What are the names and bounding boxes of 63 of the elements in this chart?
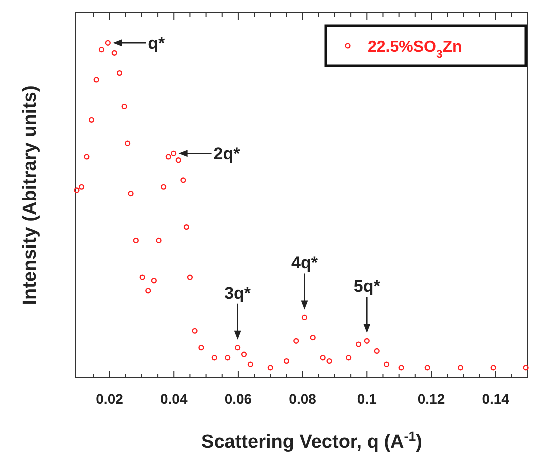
x-tick-label: 0.12 [418,391,446,407]
point [310,335,316,341]
point [384,362,390,368]
point [180,178,186,184]
point [128,191,134,197]
point [326,358,332,364]
y-axis-title: Intensity (Abitrary units) [20,86,41,306]
point [302,314,308,321]
point [105,40,111,46]
x-tick-label: 0.02 [96,391,124,407]
point [364,338,370,344]
point [156,238,162,244]
point [98,47,105,53]
point [490,365,496,371]
x-tick-label: 0.08 [289,391,317,407]
annotation: 3q* [224,284,252,303]
point [124,140,131,146]
point [84,154,90,160]
point [346,355,352,361]
point [294,338,300,344]
point [248,362,254,368]
point [192,328,198,334]
point [356,342,362,348]
point [212,355,218,361]
point [284,358,290,364]
annotation: 4q* [292,254,318,273]
annotation: 5q* [354,277,381,296]
point [184,224,190,230]
x-tick-label: 0.14 [482,391,510,407]
point [424,365,430,371]
point [320,355,326,361]
x-tick-label: 0.04 [160,391,188,407]
point [225,355,231,361]
x-tick-label: 0.1 [357,391,378,407]
point [398,365,404,371]
point [112,50,118,56]
point [235,345,241,351]
point [187,274,194,280]
point [171,150,177,156]
annotation: q* [148,34,166,54]
point [151,278,157,284]
point [94,77,100,83]
point [458,365,464,371]
point [161,184,167,190]
legend-label: 22.5%SO$_{3}$Zn [368,39,462,61]
point [74,188,80,194]
x-axis-title: Scattering Vector, q (A$^{-1}$) [202,428,422,453]
point [133,238,139,244]
point [78,184,85,190]
point [122,104,128,110]
point [140,274,146,280]
point [176,158,182,164]
x-tick-label: 0.06 [224,391,252,407]
point [166,154,172,160]
point [198,345,204,351]
point [268,365,274,371]
annotation: 2q* [214,144,241,164]
point [116,70,123,76]
point [523,365,529,371]
point [88,117,95,123]
point [146,288,152,294]
point [241,352,248,358]
point [374,348,380,354]
